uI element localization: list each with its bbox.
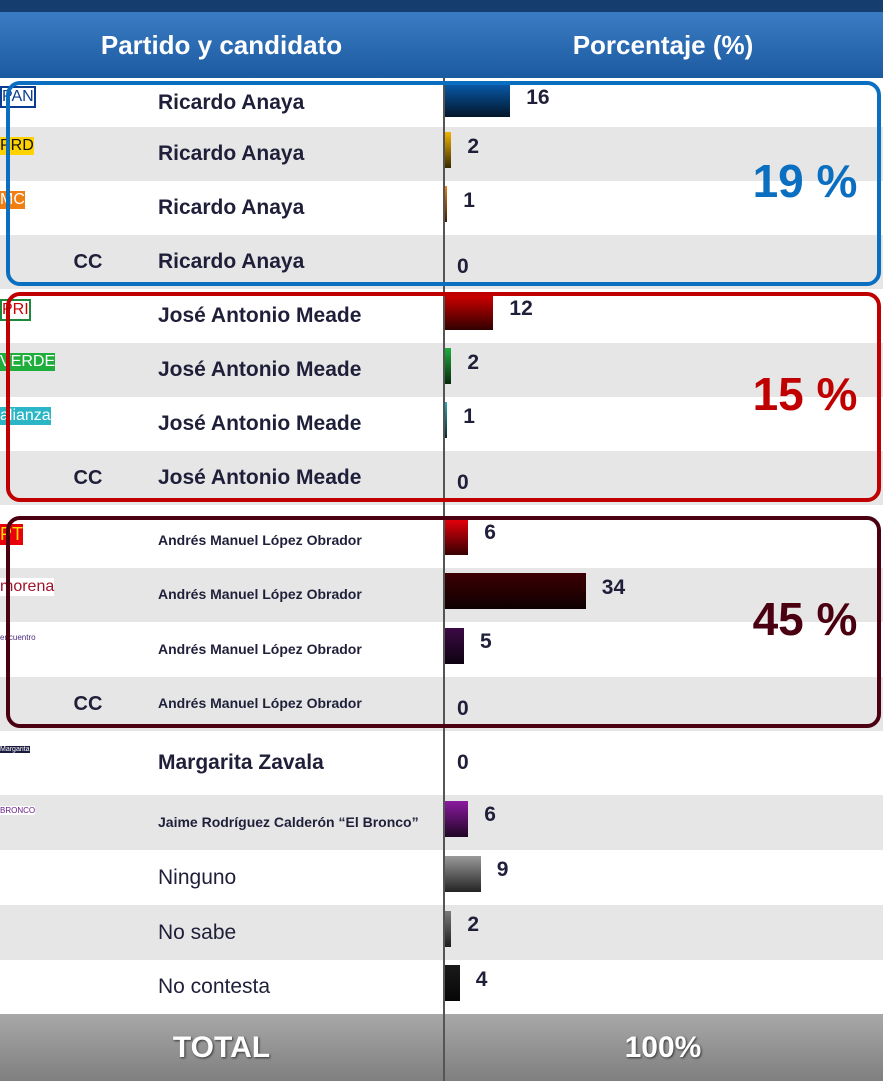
header-bg — [0, 12, 883, 78]
candidate-name: Ricardo Anaya — [158, 250, 305, 274]
bar — [443, 855, 481, 892]
candidate-name: Ricardo Anaya — [158, 90, 305, 114]
bar — [443, 348, 452, 384]
row-bg — [0, 513, 883, 568]
bar — [443, 132, 452, 168]
value-label: 34 — [601, 576, 626, 599]
row-bg — [0, 127, 883, 181]
party-label: CC — [73, 250, 103, 273]
candidate-name: José Antonio Meade — [158, 304, 362, 328]
value-label: 0 — [457, 697, 469, 720]
value-label: 4 — [475, 968, 488, 991]
value-label: 6 — [484, 521, 496, 544]
candidate-name: Andrés Manuel López Obrador — [158, 586, 362, 603]
bar — [443, 80, 511, 117]
party-label: CC — [73, 692, 103, 715]
candidate-name: Ninguno — [158, 865, 237, 889]
bar — [443, 627, 464, 664]
bar — [443, 910, 452, 947]
row-bg — [0, 78, 883, 127]
row-bg — [0, 905, 883, 960]
divider — [443, 78, 445, 1081]
party-logo: encuentro — [0, 632, 36, 642]
group-total: 45 % — [752, 593, 858, 645]
group-box — [6, 81, 881, 286]
value-label: 2 — [467, 135, 480, 158]
candidate-name: Jaime Rodríguez Calderón “El Bronco” — [158, 813, 419, 830]
bar — [443, 573, 586, 609]
group-total: 15 % — [752, 368, 858, 420]
candidate-name: José Antonio Meade — [158, 358, 362, 382]
candidate-name: Andrés Manuel López Obrador — [158, 695, 362, 712]
row-bg — [0, 451, 883, 505]
bar — [443, 965, 460, 1001]
party-logo: BRONCO — [0, 805, 36, 815]
candidate-name: No contesta — [158, 975, 271, 999]
party-logo: VERDE — [0, 353, 56, 371]
bar — [443, 518, 469, 555]
bar — [443, 800, 469, 837]
candidate-name: Margarita Zavala — [158, 751, 324, 775]
value-label: 5 — [480, 630, 492, 653]
party-logo: alianza — [0, 407, 51, 425]
value-label: 0 — [457, 751, 469, 774]
value-label: 2 — [467, 913, 480, 936]
row-bg — [0, 731, 883, 795]
row-bg — [0, 622, 883, 677]
row-bg — [0, 850, 883, 905]
candidate-name: Andrés Manuel López Obrador — [158, 531, 362, 548]
top-strip — [0, 0, 883, 12]
group-box — [6, 516, 881, 728]
value-label: 0 — [457, 255, 469, 278]
total-bg — [0, 1014, 883, 1081]
bar — [443, 186, 448, 222]
value-label: 1 — [463, 189, 475, 212]
party-logo: Margarita — [0, 746, 30, 753]
bar — [443, 294, 494, 330]
row-bg — [0, 568, 883, 622]
header: Porcentaje (%) — [572, 29, 754, 60]
group-total: 19 % — [752, 154, 858, 207]
value-label: 16 — [526, 86, 550, 109]
candidate-name: No sabe — [158, 920, 237, 944]
total-label: TOTAL — [172, 1030, 271, 1064]
party-logo: morena — [0, 578, 55, 596]
candidate-name: Ricardo Anaya — [158, 196, 305, 220]
candidate-name: Ricardo Anaya — [158, 142, 305, 166]
row-bg — [0, 235, 883, 289]
value-label: 6 — [484, 803, 496, 826]
row-bg — [0, 677, 883, 731]
group-box — [6, 292, 881, 502]
bar — [443, 402, 448, 438]
row-bg — [0, 289, 883, 343]
header: Partido y candidato — [100, 29, 343, 60]
party-label: CC — [73, 466, 103, 489]
total-value: 100% — [624, 1030, 702, 1064]
candidate-name: José Antonio Meade — [158, 466, 362, 490]
row-bg — [0, 343, 883, 397]
value-label: 9 — [496, 858, 509, 881]
row-bg — [0, 795, 883, 850]
candidate-name: José Antonio Meade — [158, 412, 362, 436]
value-label: 12 — [509, 297, 533, 320]
row-bg — [0, 397, 883, 451]
row-bg — [0, 960, 883, 1014]
candidate-name: Andrés Manuel López Obrador — [158, 640, 362, 657]
row-bg — [0, 181, 883, 235]
value-label: 2 — [467, 351, 480, 374]
value-label: 1 — [463, 405, 475, 428]
value-label: 0 — [457, 471, 469, 494]
